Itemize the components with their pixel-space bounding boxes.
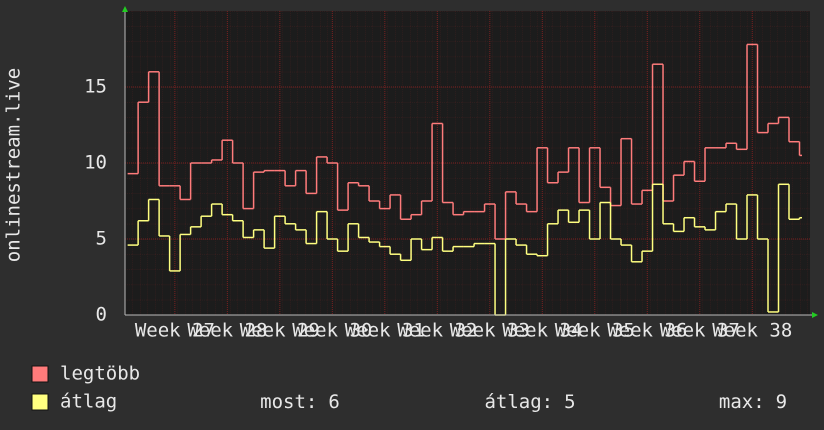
stat: most: 6 — [260, 391, 340, 413]
x-tick-label: Week 34 — [502, 320, 582, 342]
stat: átlag: 5 — [484, 391, 575, 413]
series — [127, 43, 802, 240]
x-tick-label: Week 29 — [240, 320, 320, 342]
series — [127, 183, 802, 316]
legend: legtöbb átlag most: 6 átlag: 5 max: 9 — [31, 363, 787, 413]
stat-label: max: — [719, 391, 765, 413]
stat-label: átlag: — [484, 391, 553, 413]
stat-value: 6 — [328, 391, 339, 413]
stat-label: most: — [260, 391, 317, 413]
stat-value: 9 — [776, 391, 787, 413]
x-tick-label: Week 27 — [135, 320, 215, 342]
y-axis-label: onlinestream.live — [3, 68, 25, 262]
y-tick-label: 0 — [96, 304, 107, 326]
stat: max: 9 — [719, 391, 787, 413]
plot — [125, 11, 810, 316]
y-tick-label: 5 — [96, 228, 107, 250]
legend-swatch — [31, 365, 49, 383]
x-tick-label: Week 37 — [660, 320, 740, 342]
y-arrow — [122, 6, 128, 12]
legend-label: legtöbb — [60, 363, 140, 385]
y-tick-label: 15 — [84, 76, 107, 98]
x-tick-label: Week 38 — [712, 320, 792, 342]
x-tick-label: Week 36 — [607, 320, 687, 342]
legend-label: átlag — [60, 391, 117, 413]
x-arrow — [812, 312, 818, 318]
x-tick-label: Week 33 — [450, 320, 530, 342]
x-tick-label: Week 35 — [555, 320, 635, 342]
x-tick-label: Week 31 — [345, 320, 425, 342]
legend-swatch — [31, 393, 49, 411]
x-tick-label: Week 28 — [187, 320, 267, 342]
stat-value: 5 — [564, 391, 575, 413]
x-tick-label: Week 30 — [292, 320, 372, 342]
x-tick-label: Week 32 — [397, 320, 477, 342]
y-tick-label: 10 — [84, 152, 107, 174]
